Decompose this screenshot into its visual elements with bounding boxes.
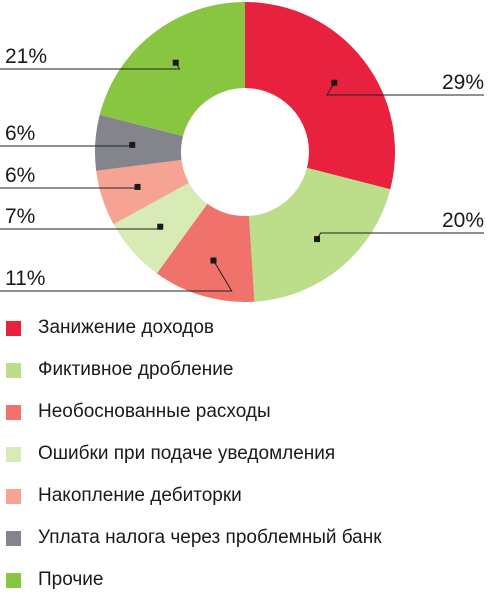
pie-slice	[95, 114, 184, 171]
legend-swatch	[6, 320, 21, 336]
pie-slice	[96, 160, 189, 225]
data-label: 20%	[442, 209, 484, 232]
legend-label: Прочие	[38, 569, 104, 590]
legend-item: Занижение доходов	[6, 313, 214, 343]
legend-item: Уплата налога через проблемный банк	[6, 523, 382, 553]
legend-item: Ошибки при подаче уведомления	[6, 439, 335, 469]
data-label: 6%	[5, 164, 35, 187]
data-label: 11%	[5, 267, 45, 290]
legend-swatch	[6, 404, 21, 420]
leader-marker	[172, 59, 179, 66]
legend-swatch	[6, 488, 21, 504]
legend-label: Накопление дебиторки	[38, 485, 242, 506]
legend-label: Фиктивное дробление	[38, 359, 234, 380]
donut-chart: 29% 20% 11% 7% 6% 6% 21%	[0, 2, 484, 302]
data-label: 29%	[442, 71, 484, 94]
pie-slice	[156, 203, 255, 302]
legend-item: Фиктивное дробление	[6, 355, 233, 385]
data-label: 21%	[5, 45, 47, 68]
legend-swatch	[6, 446, 21, 462]
pie-slice	[245, 2, 395, 190]
leader-line	[326, 82, 484, 96]
legend-swatch	[6, 362, 21, 378]
legend-label: Занижение доходов	[38, 317, 215, 338]
legend-swatch	[6, 572, 21, 588]
leader-marker	[157, 223, 164, 230]
data-label: 6%	[5, 122, 35, 145]
leader-line	[0, 260, 233, 292]
legend-swatch	[6, 530, 21, 546]
leader-marker	[134, 183, 141, 190]
leader-marker	[129, 141, 136, 148]
legend-label: Уплата налога через проблемный банк	[38, 527, 382, 548]
legend-label: Ошибки при подаче уведомления	[38, 443, 336, 464]
legend-item: Накопление дебиторки	[6, 481, 242, 511]
leader-marker	[210, 257, 217, 264]
legend-item: Прочие	[6, 565, 103, 595]
leader-marker	[331, 79, 338, 86]
data-label: 7%	[5, 205, 35, 228]
leader-marker	[314, 236, 321, 243]
legend-label: Необоснованные расходы	[38, 401, 271, 422]
legend-item: Необоснованные расходы	[6, 397, 271, 427]
